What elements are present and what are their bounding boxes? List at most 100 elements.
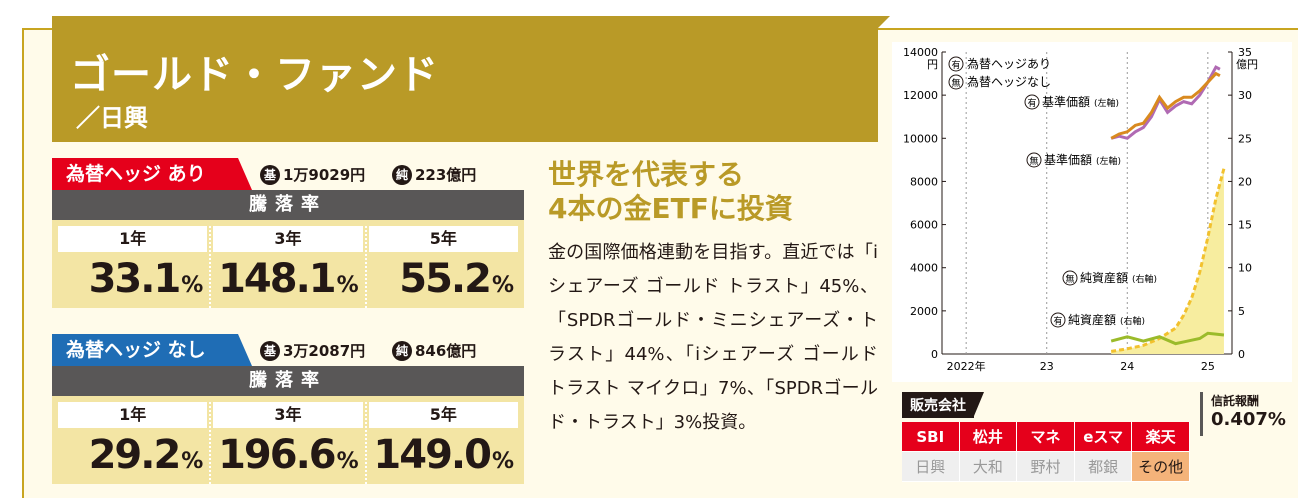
hedge-on-block: 為替ヘッジ あり 基 1万9029円 純 223億円 騰落率 1年 33.1% …: [52, 158, 524, 308]
annotation-badge-icon: [1024, 94, 1040, 110]
legend-badge-icon: [948, 74, 964, 90]
right-tick-label: 0: [1238, 348, 1245, 361]
left-tick-label: 2000: [910, 305, 938, 318]
rate-value: 149.0: [373, 432, 492, 478]
left-tick-label: 4000: [910, 262, 938, 275]
rate-value: 148.1: [218, 256, 337, 302]
rate-period: 1年: [58, 402, 208, 428]
headline-line: 4本の金ETFに投資: [548, 192, 793, 225]
rate-unit: %: [181, 449, 204, 474]
sales-grid: SBI 松井 マネ eスマ 楽天 日興 大和 野村 都銀 その他: [902, 422, 1190, 482]
rate-unit: %: [491, 449, 514, 474]
sales-company-cell: 松井: [959, 422, 1018, 452]
body-text: 金の国際価格連動を目指す。直近では「iシェアーズ ゴールド トラスト」45%、「…: [548, 242, 878, 433]
left-tick-label: 12000: [903, 89, 938, 102]
left-tick-label: 6000: [910, 219, 938, 232]
rate-3y: 3年 196.6%: [213, 402, 367, 484]
left-tick-label: 10000: [903, 132, 938, 145]
net-assets-value: 223億円: [415, 166, 477, 184]
sales-company-cell: 野村: [1017, 452, 1075, 482]
left-axis-unit: 円: [927, 58, 938, 71]
hedge-off-block: 為替ヘッジ なし 基 3万2087円 純 846億円 騰落率 1年 29.2% …: [52, 334, 524, 484]
sales-company-cell: eスマ: [1074, 422, 1133, 452]
headline-line: 世界を代表する: [548, 158, 745, 191]
fee-value: 0.407%: [1211, 409, 1286, 430]
sales-company-cell: SBI: [902, 422, 960, 452]
legend-label: 為替ヘッジあり: [967, 57, 1051, 71]
right-tick-label: 30: [1238, 89, 1252, 102]
series-line: [1110, 168, 1226, 353]
right-axis-unit: 億円: [1236, 58, 1258, 71]
nav-value: 3万2087円: [283, 342, 366, 360]
right-tick-label: 35: [1238, 46, 1252, 59]
rate-list: 1年 33.1% 3年 148.1% 5年 55.2%: [52, 220, 524, 308]
rate-1y: 1年 33.1%: [58, 226, 212, 308]
fee-label: 信託報酬: [1211, 394, 1260, 408]
rate-value: 55.2: [399, 256, 492, 302]
sales-company-cell: 都銀: [1074, 452, 1133, 482]
legend-badge: 有: [951, 59, 960, 71]
annotation-label: 基準価額: [1044, 152, 1092, 167]
annotation-axis: (右軸): [1120, 315, 1145, 327]
rate-header: 騰落率: [52, 190, 524, 220]
annotation-badge: 無: [1065, 273, 1074, 285]
rate-value: 196.6: [218, 432, 337, 478]
rate-unit: %: [491, 273, 514, 298]
annotation-badge: 有: [1053, 315, 1062, 327]
net-badge-icon: 純: [392, 164, 412, 185]
right-tick-label: 10: [1238, 262, 1252, 275]
annotation-badge-icon: [1026, 152, 1042, 168]
sales-company-cell: その他: [1132, 452, 1190, 482]
rate-unit: %: [336, 449, 359, 474]
annotation-badge: 有: [1027, 97, 1036, 109]
net-assets-info: 純 846億円: [392, 340, 476, 361]
rate-period: 1年: [58, 226, 208, 252]
rate-5y: 5年 149.0%: [368, 402, 518, 484]
nav-info: 基 3万2087円: [260, 340, 365, 361]
headline: 世界を代表する 4本の金ETFに投資: [548, 158, 878, 226]
rate-unit: %: [181, 273, 204, 298]
rate-value: 29.2: [88, 432, 182, 478]
series-line: [1110, 71, 1221, 140]
sales-company-cell: 大和: [959, 452, 1018, 482]
nav-value: 1万9029円: [283, 166, 366, 184]
rate-list: 1年 29.2% 3年 196.6% 5年 149.0%: [52, 396, 524, 484]
right-tick-label: 20: [1238, 175, 1252, 188]
right-tick-label: 5: [1238, 305, 1245, 318]
fund-company: ／日興: [76, 104, 148, 132]
rate-period: 3年: [213, 402, 363, 428]
x-tick-label: 24: [1120, 360, 1134, 373]
legend-label: 為替ヘッジなし: [967, 75, 1051, 89]
net-badge-icon: 純: [392, 340, 412, 361]
trust-fee: 信託報酬 0.407%: [1200, 392, 1286, 436]
x-tick-label: 23: [1040, 360, 1054, 373]
sales-company-cell: マネ: [1017, 422, 1075, 452]
x-tick-label: 2022年: [947, 359, 986, 373]
right-tick-label: 25: [1238, 132, 1252, 145]
annotation-label: 基準価額: [1042, 94, 1090, 109]
net-assets-area: [1111, 168, 1224, 354]
rate-5y: 5年 55.2%: [368, 226, 518, 308]
hedge-on-tag: 為替ヘッジ あり: [52, 158, 252, 190]
sales-company-cell: 楽天: [1132, 422, 1190, 452]
hedge-off-tag: 為替ヘッジ なし: [52, 334, 252, 366]
annotation-axis: (右軸): [1132, 273, 1157, 285]
nav-badge-icon: 基: [260, 164, 280, 185]
nav-badge-icon: 基: [260, 340, 280, 361]
sales-title: 販売会社: [902, 392, 984, 418]
rate-1y: 1年 29.2%: [58, 402, 212, 484]
rate-header: 騰落率: [52, 366, 524, 396]
rate-3y: 3年 148.1%: [213, 226, 367, 308]
left-tick-label: 14000: [903, 46, 938, 59]
annotation-axis: (左軸): [1096, 155, 1121, 167]
chart-area: 0 2000 4000 6000 8000 10000 12000 14000 円 0 5 10 15 2…: [892, 42, 1292, 382]
left-tick-label: 0: [931, 348, 938, 361]
annotation-badge: 無: [1029, 155, 1038, 167]
series-line: [1110, 331, 1225, 346]
rate-period: 5年: [368, 226, 518, 252]
net-assets-value: 846億円: [415, 342, 477, 360]
annotation-axis: (左軸): [1094, 97, 1119, 109]
nav-info: 基 1万9029円: [260, 164, 365, 185]
right-tick-label: 15: [1238, 219, 1252, 232]
